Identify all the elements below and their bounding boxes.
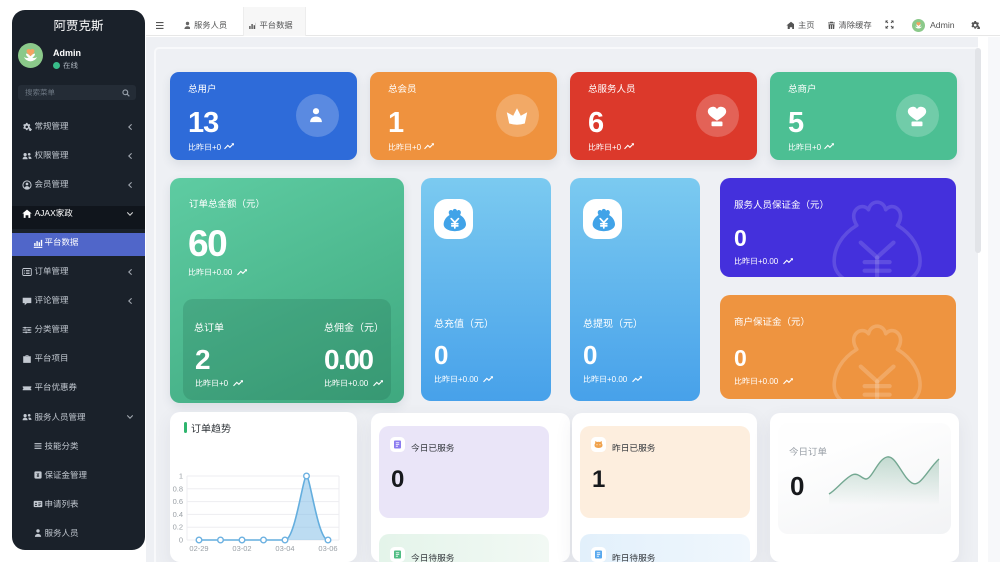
svg-text:03-06: 03-06 [318,544,337,553]
svg-text:0.4: 0.4 [173,510,183,519]
svg-text:1: 1 [179,472,183,481]
svg-text:02-29: 02-29 [189,544,208,553]
svg-text:0: 0 [179,536,183,545]
svg-text:0.8: 0.8 [173,484,183,493]
svg-text:03-04: 03-04 [275,544,294,553]
svg-text:¥: ¥ [37,473,40,479]
svg-text:03-02: 03-02 [232,544,251,553]
svg-text:0.6: 0.6 [173,497,183,506]
svg-text:0.2: 0.2 [173,523,183,532]
